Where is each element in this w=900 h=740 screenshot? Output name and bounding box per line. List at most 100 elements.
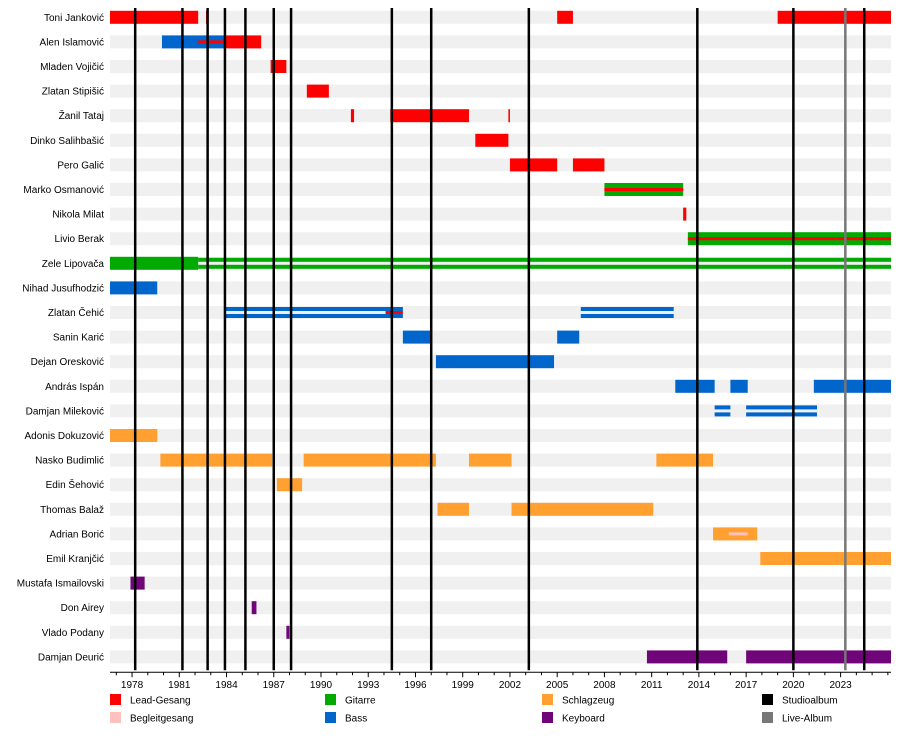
legend-label-keys: Keyboard (562, 714, 605, 725)
tick-label-1993: 1993 (357, 680, 380, 691)
legend-label-backing: Begleitgesang (130, 714, 193, 725)
legend-swatch-bass (325, 712, 336, 723)
bar-andras-ispan-bass-0 (675, 379, 715, 393)
tick-label-2014: 2014 (688, 680, 711, 691)
tick-label-1996: 1996 (404, 680, 427, 691)
legend-label-live: Live-Album (782, 714, 832, 725)
legend-swatch-drums (542, 694, 553, 705)
member-label-don-airey: Don Airey (61, 603, 104, 614)
tick-label-1990: 1990 (310, 680, 333, 691)
member-label-mladen-vojicic: Mladen Vojičić (40, 62, 104, 73)
bar-zele-lipovaca-guitar-0 (110, 256, 199, 270)
member-label-thomas-balaz: Thomas Balaž (40, 505, 104, 516)
member-label-toni-jankovic: Toni Janković (44, 13, 104, 24)
bar-alen-islamovic-bass-0 (161, 35, 225, 49)
row-band-don-airey (110, 601, 891, 615)
row-band-thomas-balaz (110, 502, 891, 516)
album-lines (133, 8, 866, 671)
row-band-zlatan-stipisic (110, 84, 891, 98)
bar-damjan-milekovic-bass-0-bottom (714, 412, 731, 417)
row-band-edin-sehovic (110, 478, 891, 492)
member-label-emil-kranjcic: Emil Kranjčić (46, 554, 104, 565)
bar-zlatan-cehic-bass-2-top (580, 307, 674, 311)
member-label-zanil-tataj: Žanil Tataj (59, 109, 104, 122)
member-label-zele-lipovaca: Zele Lipovača (42, 259, 105, 270)
bar-adrian-boric-backing-1 (728, 532, 748, 536)
member-label-dinko-salihbasic: Dinko Salihbašić (30, 136, 104, 147)
legend-label-lead: Lead-Gesang (130, 696, 191, 707)
member-label-marko-osmanovic: Marko Osmanović (23, 185, 104, 196)
legend-swatch-studio (762, 694, 773, 705)
bar-zanil-tataj-lead-0 (350, 109, 355, 123)
member-labels: Toni Janković Alen Islamović Mladen Vojiči… (17, 13, 105, 664)
bar-edin-sehovic-drums-0 (276, 478, 303, 492)
bar-alen-islamovic-lead-2 (198, 40, 225, 44)
bar-zlatan-cehic-bass-2-bottom (580, 314, 674, 318)
legend: Lead-Gesang Begleitgesang Gitarre Bass Schla… (110, 694, 838, 725)
member-label-adonis-dokuzovic: Adonis Dokuzović (25, 431, 104, 442)
bar-zele-lipovaca-guitar-1-top (198, 257, 891, 262)
tick-label-2020: 2020 (782, 680, 805, 691)
legend-swatch-guitar (325, 694, 336, 705)
bar-dejan-oreskovic-bass-0 (435, 355, 555, 369)
member-label-adrian-boric: Adrian Borić (50, 529, 104, 540)
member-label-sanin-karic: Sanin Karić (53, 333, 104, 344)
bar-nasko-budimlic-drums-0 (160, 453, 273, 467)
bar-don-airey-keys-0 (251, 601, 257, 615)
member-label-nikola-milat: Nikola Milat (52, 210, 104, 221)
bar-sanin-karic-bass-0 (402, 330, 432, 344)
member-label-andras-ispan: András Ispán (45, 382, 104, 393)
bar-sanin-karic-bass-1 (557, 330, 580, 344)
tick-label-1978: 1978 (121, 680, 144, 691)
tick-label-1981: 1981 (168, 680, 191, 691)
bar-thomas-balaz-drums-1 (511, 502, 654, 516)
member-label-mustafa-ismailovski: Mustafa Ismailovski (17, 579, 104, 590)
time-axis: 1978 1981 1984 1987 1990 1993 1996 1999 2002 2005… (110, 671, 891, 691)
row-band-sanin-karic (110, 330, 891, 344)
bar-damjan-deuric-keys-0 (646, 650, 728, 664)
bar-zanil-tataj-lead-2 (508, 109, 510, 123)
bar-vlado-podany-keys-0 (286, 625, 290, 639)
bar-nasko-budimlic-drums-2 (469, 453, 512, 467)
bar-dinko-salihbasic-lead-0 (475, 133, 509, 147)
bar-livio-berak-lead-1 (687, 237, 891, 241)
row-band-mustafa-ismailovski (110, 576, 891, 590)
bar-thomas-balaz-drums-0 (437, 502, 470, 516)
legend-swatch-lead (110, 694, 121, 705)
bar-andras-ispan-bass-1 (730, 379, 748, 393)
tick-label-2023: 2023 (829, 680, 852, 691)
bar-nihad-jusufhodzic-bass-0 (110, 281, 158, 295)
member-label-livio-berak: Livio Berak (55, 234, 105, 245)
bar-nasko-budimlic-drums-1 (303, 453, 436, 467)
tick-label-1999: 1999 (452, 680, 475, 691)
row-band-emil-kranjcic (110, 552, 891, 565)
bar-damjan-milekovic-bass-0-top (714, 405, 731, 410)
bar-damjan-deuric-keys-1 (746, 650, 891, 664)
legend-label-guitar: Gitarre (345, 696, 376, 707)
bar-zanil-tataj-lead-1 (390, 109, 470, 123)
bar-toni-jankovic-lead-2 (557, 10, 573, 24)
bar-pero-galic-lead-0 (509, 158, 558, 172)
row-band-toni-jankovic (110, 10, 891, 24)
member-label-damjan-milekovic: Damjan Mileković (26, 406, 104, 417)
member-label-zlatan-cehic: Zlatan Čehić (48, 306, 104, 319)
row-band-nihad-jusufhodzic (110, 281, 891, 295)
bar-zele-lipovaca-guitar-1-bottom (198, 264, 891, 269)
bar-damjan-milekovic-bass-1-top (746, 405, 817, 410)
member-label-alen-islamovic: Alen Islamović (40, 37, 104, 48)
legend-label-bass: Bass (345, 714, 367, 725)
bar-mustafa-ismailovski-keys-0 (130, 576, 145, 590)
member-label-nasko-budimlic: Nasko Budimlić (35, 456, 104, 467)
member-label-zlatan-stipisic: Zlatan Stipišić (42, 87, 104, 98)
bar-andras-ispan-bass-2 (813, 379, 891, 393)
bar-pero-galic-lead-1 (572, 158, 605, 172)
row-backgrounds (110, 10, 891, 664)
bar-zlatan-stipisic-lead-0 (306, 84, 329, 98)
bar-alen-islamovic-lead-1 (224, 35, 262, 49)
row-band-mladen-vojicic (110, 60, 891, 73)
member-label-pero-galic: Pero Galić (57, 160, 104, 171)
member-label-dejan-oreskovic: Dejan Oresković (31, 357, 104, 368)
row-band-andras-ispan (110, 379, 891, 393)
tick-label-2008: 2008 (593, 680, 616, 691)
